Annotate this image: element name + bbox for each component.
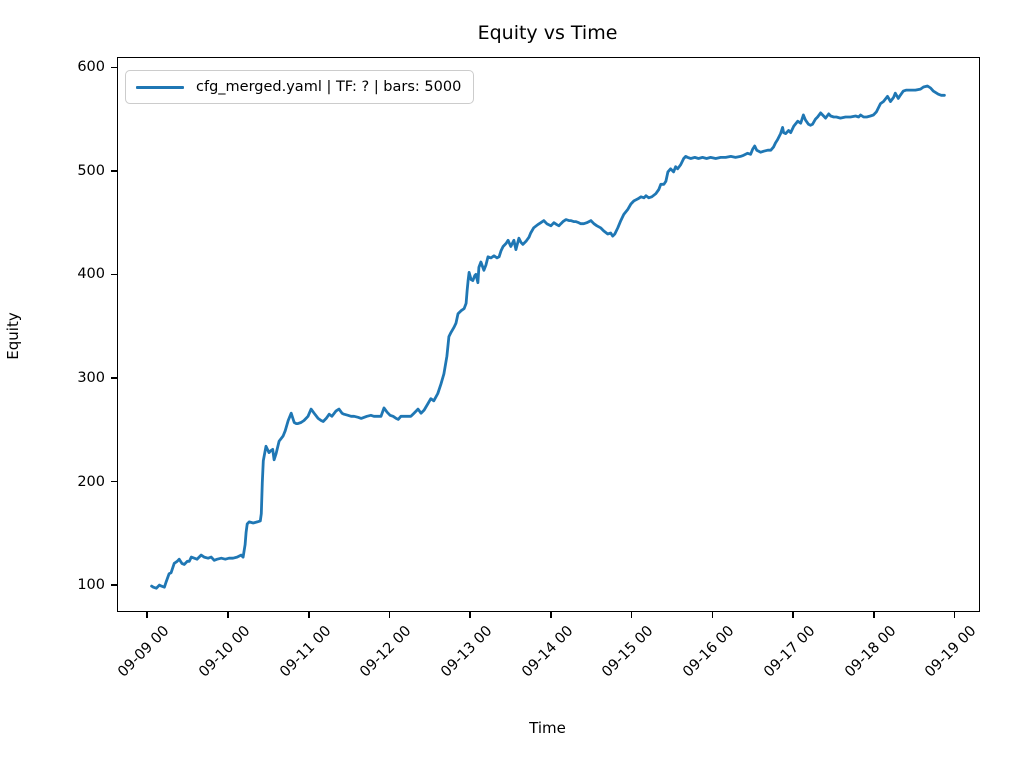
x-tick-label: 09-12 00 [357,623,415,681]
legend-label: cfg_merged.yaml | TF: ? | bars: 5000 [196,79,462,95]
x-tick-label: 09-19 00 [922,623,980,681]
y-tick-mark [111,170,117,172]
x-tick-label: 09-15 00 [599,623,657,681]
x-axis-label: Time [529,719,566,737]
x-tick-mark [388,612,391,618]
y-tick-label: 500 [77,162,105,179]
equity-line-chart [150,84,946,590]
y-tick-mark [111,480,117,483]
x-tick-mark [307,612,310,618]
x-tick-mark [227,612,229,618]
x-tick-label: 09-16 00 [680,623,738,681]
legend-line-sample-icon [136,85,184,89]
y-tick-label: 200 [77,473,105,490]
y-tick-mark [111,273,117,276]
x-tick-label: 09-09 00 [115,623,173,681]
x-tick-mark [792,612,794,618]
x-tick-label: 09-11 00 [276,623,335,681]
x-tick-mark [550,612,552,618]
x-tick-mark [630,612,633,618]
x-tick-mark [469,612,471,618]
y-tick-label: 400 [77,266,105,283]
x-tick-mark [711,612,714,618]
x-tick-mark [872,612,875,618]
x-tick-mark [146,612,149,618]
x-tick-mark [953,612,956,618]
y-tick-label: 100 [77,577,105,594]
plot-area: cfg_merged.yaml | TF: ? | bars: 5000 [117,57,980,612]
chart-title: Equity vs Time [477,22,618,44]
y-axis-label: Equity [4,312,22,360]
x-tick-label: 09-17 00 [760,623,819,681]
legend: cfg_merged.yaml | TF: ? | bars: 5000 [125,70,475,104]
y-tick-mark [111,377,117,379]
y-tick-label: 600 [77,59,105,76]
x-tick-label: 09-10 00 [195,623,254,681]
y-tick-label: 300 [77,370,105,387]
x-tick-label: 09-13 00 [438,623,496,681]
x-tick-label: 09-18 00 [841,623,900,681]
y-tick-mark [111,66,117,69]
equity-series-line [150,84,946,590]
y-tick-mark [111,584,117,586]
x-tick-label: 09-14 00 [518,623,577,681]
